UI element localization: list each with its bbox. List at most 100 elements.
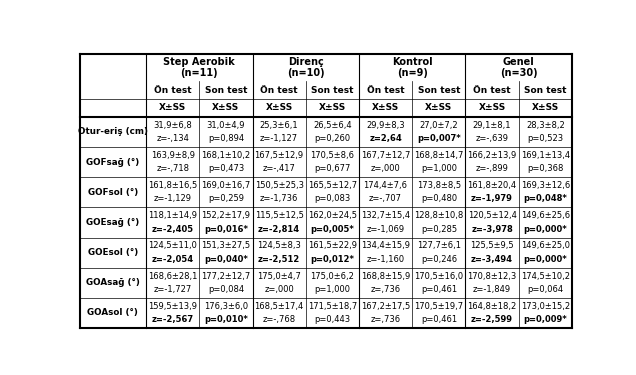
Text: z=-2,054: z=-2,054 (151, 255, 194, 264)
Text: p=0,259: p=0,259 (208, 194, 244, 203)
Text: 149,6±25,6: 149,6±25,6 (521, 211, 570, 220)
Text: GOFsol (°): GOFsol (°) (88, 188, 138, 197)
Text: 31,0±4,9: 31,0±4,9 (207, 121, 245, 130)
Text: p=0,368: p=0,368 (527, 164, 563, 173)
Text: 26,5±6,4: 26,5±6,4 (313, 121, 352, 130)
Text: 168,1±10,2: 168,1±10,2 (202, 151, 251, 160)
Text: 173,8±8,5: 173,8±8,5 (417, 181, 461, 190)
Text: 168,5±17,4: 168,5±17,4 (254, 302, 304, 311)
Text: p=0,461: p=0,461 (421, 315, 457, 324)
Text: z=-3,494: z=-3,494 (471, 255, 513, 264)
Text: Kontrol
(n=9): Kontrol (n=9) (392, 57, 432, 78)
Text: z=-,417: z=-,417 (263, 164, 296, 173)
Text: p=0,048*: p=0,048* (523, 194, 567, 203)
Text: X±SS: X±SS (478, 104, 506, 112)
Text: 169,1±13,4: 169,1±13,4 (521, 151, 570, 160)
Text: 128,8±10,8: 128,8±10,8 (414, 211, 464, 220)
Text: 31,9±6,8: 31,9±6,8 (153, 121, 192, 130)
Text: z=-,899: z=-,899 (476, 164, 509, 173)
Text: 152,2±17,9: 152,2±17,9 (202, 211, 251, 220)
Text: p=0,083: p=0,083 (314, 194, 350, 203)
Text: 170,5±16,0: 170,5±16,0 (414, 272, 464, 280)
Text: Otur-eriş (cm): Otur-eriş (cm) (78, 128, 148, 136)
Text: p=0,012*: p=0,012* (310, 255, 354, 264)
Text: z=,000: z=,000 (264, 285, 294, 294)
Text: 168,8±14,7: 168,8±14,7 (414, 151, 464, 160)
Text: p=0,005*: p=0,005* (310, 225, 354, 234)
Text: z=-2,599: z=-2,599 (471, 315, 513, 324)
Text: Direnç
(n=10): Direnç (n=10) (287, 57, 324, 78)
Text: Son test: Son test (418, 86, 460, 94)
Text: GOAsol (°): GOAsol (°) (87, 308, 138, 317)
Text: 170,5±19,7: 170,5±19,7 (414, 302, 464, 311)
Text: 167,5±12,9: 167,5±12,9 (254, 151, 303, 160)
Text: p=0,473: p=0,473 (208, 164, 244, 173)
Text: z=-2,814: z=-2,814 (258, 225, 300, 234)
Text: Ön test: Ön test (473, 86, 511, 94)
Text: p=0,461: p=0,461 (421, 285, 457, 294)
Text: p=0,000*: p=0,000* (523, 225, 567, 234)
Text: p=0,246: p=0,246 (421, 255, 457, 264)
Text: 27,0±7,2: 27,0±7,2 (420, 121, 458, 130)
Text: z=2,64: z=2,64 (370, 134, 402, 143)
Text: X±SS: X±SS (265, 104, 293, 112)
Text: p=0,016*: p=0,016* (204, 225, 248, 234)
Text: p=1,000: p=1,000 (314, 285, 350, 294)
Text: Genel
(n=30): Genel (n=30) (500, 57, 537, 78)
Text: z=-2,405: z=-2,405 (151, 225, 194, 234)
Text: 125,5±9,5: 125,5±9,5 (470, 242, 514, 250)
Text: Ön test: Ön test (260, 86, 298, 94)
Text: 168,8±15,9: 168,8±15,9 (361, 272, 410, 280)
Text: 167,2±17,5: 167,2±17,5 (361, 302, 410, 311)
Text: 167,7±12,7: 167,7±12,7 (361, 151, 410, 160)
Text: GOEsağ (°): GOEsağ (°) (86, 218, 139, 227)
Text: 163,9±8,9: 163,9±8,9 (151, 151, 195, 160)
Text: 132,7±15,4: 132,7±15,4 (361, 211, 410, 220)
Text: 115,5±12,5: 115,5±12,5 (254, 211, 303, 220)
Text: 159,5±13,9: 159,5±13,9 (148, 302, 197, 311)
Text: 174,5±10,2: 174,5±10,2 (521, 272, 570, 280)
Text: 175,0±4,7: 175,0±4,7 (257, 272, 301, 280)
Text: 168,6±28,1: 168,6±28,1 (148, 272, 197, 280)
Text: 28,3±8,2: 28,3±8,2 (526, 121, 565, 130)
Text: 134,4±15,9: 134,4±15,9 (361, 242, 410, 250)
Text: 170,8±12,3: 170,8±12,3 (467, 272, 516, 280)
Text: X±SS: X±SS (532, 104, 559, 112)
Text: p=0,007*: p=0,007* (417, 134, 460, 143)
Text: 169,0±16,7: 169,0±16,7 (201, 181, 251, 190)
Text: 175,0±6,2: 175,0±6,2 (310, 272, 354, 280)
Text: GOEsol (°): GOEsol (°) (88, 248, 138, 257)
Text: 149,6±25,0: 149,6±25,0 (521, 242, 570, 250)
Text: z=-3,978: z=-3,978 (471, 225, 513, 234)
Text: 166,2±13,9: 166,2±13,9 (467, 151, 516, 160)
Text: GOFsağ (°): GOFsağ (°) (86, 158, 139, 166)
Text: z=-,768: z=-,768 (263, 315, 296, 324)
Text: 127,7±6,1: 127,7±6,1 (417, 242, 461, 250)
Text: Ön test: Ön test (154, 86, 191, 94)
Text: X±SS: X±SS (159, 104, 186, 112)
Text: z=-1,736: z=-1,736 (260, 194, 298, 203)
Text: 120,5±12,4: 120,5±12,4 (467, 211, 516, 220)
Text: p=0,523: p=0,523 (527, 134, 563, 143)
Text: p=1,000: p=1,000 (421, 164, 457, 173)
Text: z=-,707: z=-,707 (369, 194, 402, 203)
Text: 29,1±8,1: 29,1±8,1 (473, 121, 511, 130)
Text: z=-1,979: z=-1,979 (471, 194, 513, 203)
Text: p=0,260: p=0,260 (314, 134, 350, 143)
Text: z=-,134: z=-,134 (156, 134, 189, 143)
Text: 29,9±8,3: 29,9±8,3 (366, 121, 405, 130)
Text: Son test: Son test (524, 86, 567, 94)
Text: z=,000: z=,000 (371, 164, 401, 173)
Text: Son test: Son test (311, 86, 354, 94)
Text: p=0,894: p=0,894 (208, 134, 244, 143)
Text: 161,8±20,4: 161,8±20,4 (467, 181, 516, 190)
Text: 177,2±12,7: 177,2±12,7 (201, 272, 251, 280)
Text: z=-1,727: z=-1,727 (153, 285, 192, 294)
Text: p=0,285: p=0,285 (421, 225, 457, 234)
Text: X±SS: X±SS (319, 104, 346, 112)
Text: 165,5±12,7: 165,5±12,7 (308, 181, 357, 190)
Text: p=0,009*: p=0,009* (523, 315, 567, 324)
Text: X±SS: X±SS (425, 104, 452, 112)
Text: 124,5±8,3: 124,5±8,3 (257, 242, 301, 250)
Text: 161,5±22,9: 161,5±22,9 (308, 242, 357, 250)
